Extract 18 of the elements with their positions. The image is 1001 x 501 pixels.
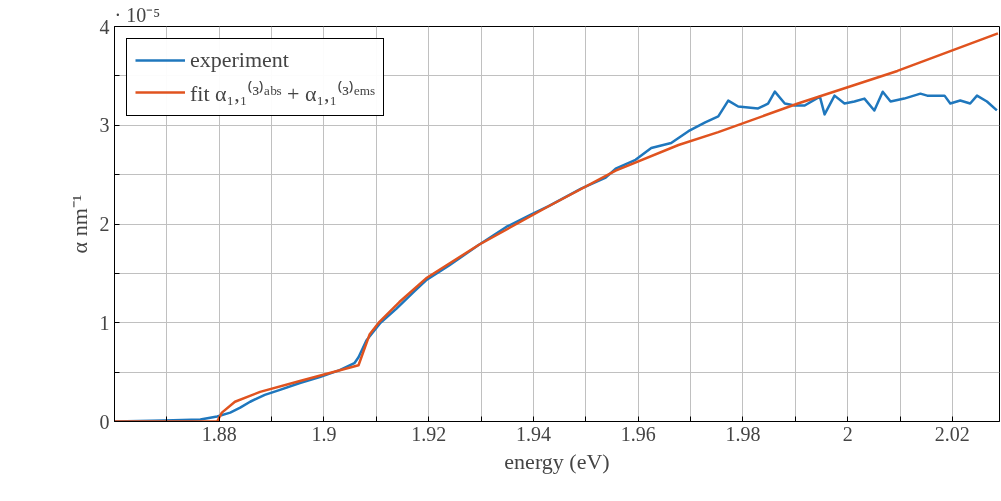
x-tick-label: 2.02 (934, 422, 970, 445)
x-axis-title: energy (eV) (504, 448, 610, 474)
x-tick-label: 1.96 (620, 422, 656, 445)
y-tick-label: 1 (99, 311, 110, 334)
x-tick-label: 1.88 (201, 422, 237, 445)
x-tick-label: 1.9 (311, 422, 337, 445)
legend-label: fit α₁,₁⁽³⁾ᵃᵇˢ + α₁,₁⁽³⁾ᵉᵐˢ (190, 80, 375, 107)
x-tick-label: 2 (842, 422, 853, 445)
x-tick-label: 1.98 (725, 422, 761, 445)
x-tick-label: 1.92 (411, 422, 447, 445)
y-tick-label: 4 (99, 15, 110, 38)
y-tick-label: 3 (99, 114, 110, 137)
x-tick-label: 1.94 (515, 422, 551, 445)
y-axis-title: α nm⁻¹ (66, 194, 92, 254)
y-tick-label: 2 (99, 213, 110, 235)
text: · 10⁻⁵ (114, 3, 161, 26)
legend-label: experiment (190, 47, 289, 73)
y-tick-label: 0 (99, 410, 110, 433)
